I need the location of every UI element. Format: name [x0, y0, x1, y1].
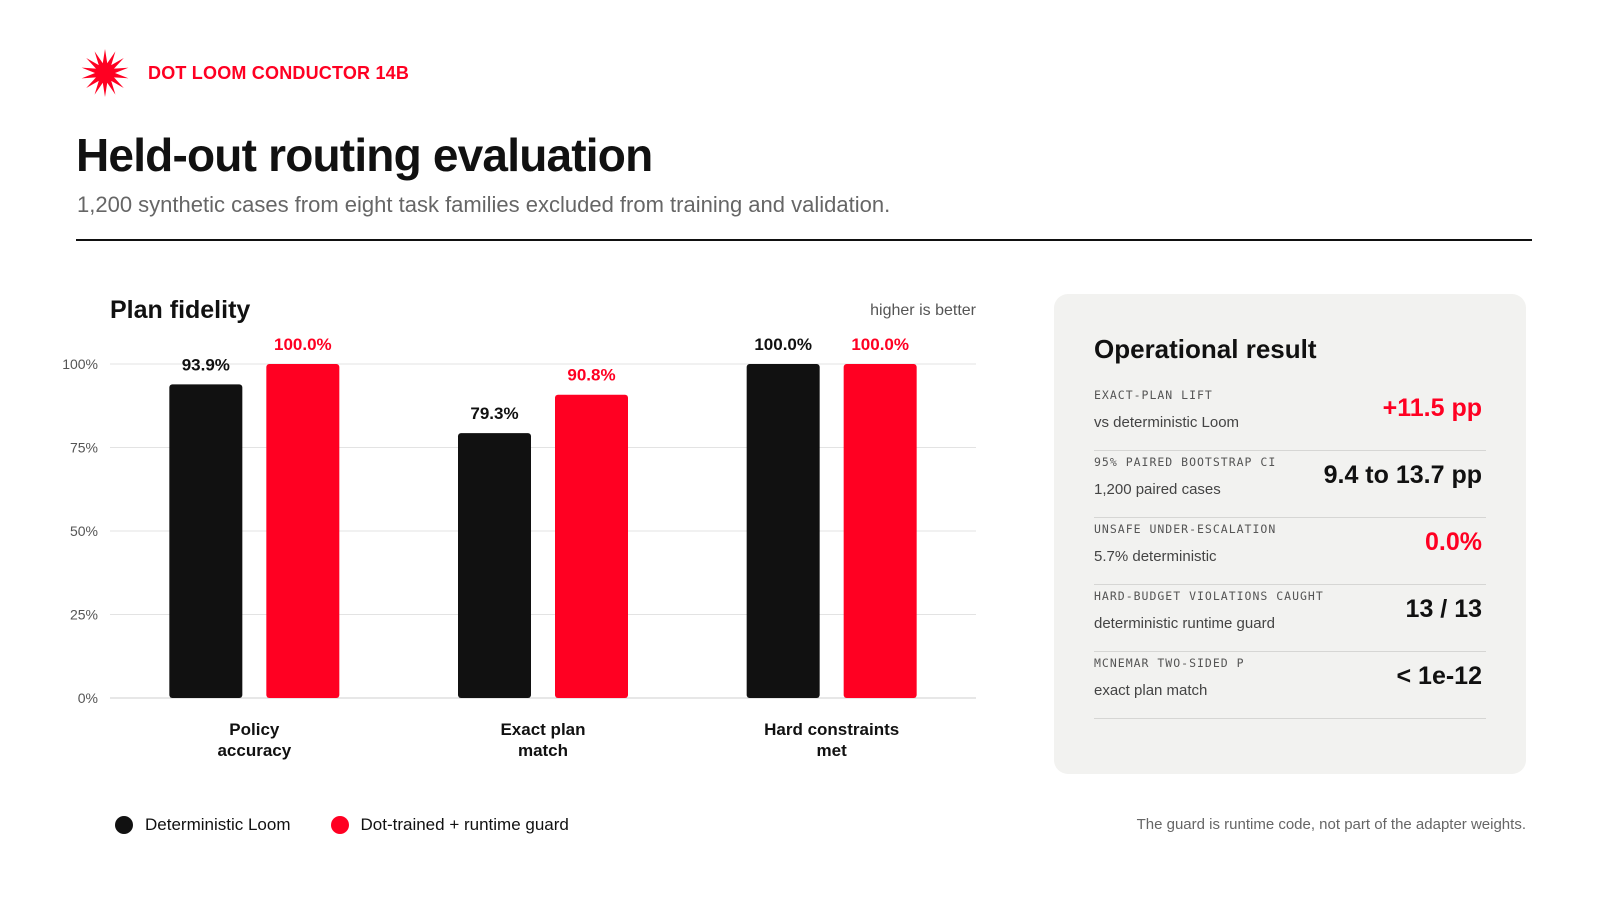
metric-value: 9.4 to 13.7 pp	[1323, 461, 1482, 489]
metric-row: EXACT-PLAN LIFT vs deterministic Loom +1…	[1094, 384, 1486, 451]
metric-description: 5.7% deterministic	[1094, 548, 1217, 565]
chart-legend: Deterministic Loom Dot-trained + runtime…	[115, 815, 609, 835]
starburst-logo-icon	[81, 49, 129, 97]
header-divider	[76, 239, 1532, 241]
page-subtitle: 1,200 synthetic cases from eight task fa…	[77, 192, 891, 217]
panel-title: Operational result	[1094, 334, 1317, 364]
bar-value-label: 100.0%	[754, 335, 812, 354]
metric-label: MCNEMAR TWO-SIDED P	[1094, 656, 1245, 670]
metric-row: MCNEMAR TWO-SIDED P exact plan match < 1…	[1094, 652, 1486, 719]
metric-row: HARD-BUDGET VIOLATIONS CAUGHT determinis…	[1094, 585, 1486, 652]
y-tick-label: 25%	[70, 607, 98, 623]
metric-description: deterministic runtime guard	[1094, 615, 1275, 632]
x-tick-label: Hard constraints	[764, 720, 899, 739]
legend-item-deterministic: Deterministic Loom	[115, 815, 291, 835]
chart-note: higher is better	[870, 302, 976, 319]
operational-result-panel: Operational result EXACT-PLAN LIFT vs de…	[1054, 294, 1526, 774]
bar-value-label: 90.8%	[567, 366, 615, 385]
metric-label: 95% PAIRED BOOTSTRAP CI	[1094, 455, 1277, 469]
metric-row: UNSAFE UNDER-ESCALATION 5.7% determinist…	[1094, 518, 1486, 585]
y-tick-label: 50%	[70, 523, 98, 539]
bar	[169, 384, 243, 698]
bar	[458, 433, 531, 698]
bar	[555, 394, 628, 698]
x-tick-label: Policy	[229, 720, 280, 739]
metric-value: +11.5 pp	[1382, 394, 1482, 422]
bar-chart: 0% 25% 50% 75% 100% 93.9% 100.0% Policy accuracy…	[62, 335, 976, 760]
legend-swatch-red	[330, 816, 349, 834]
metric-row: 95% PAIRED BOOTSTRAP CI 1,200 paired cas…	[1094, 451, 1486, 518]
metric-value: < 1e-12	[1396, 662, 1483, 690]
legend-label: Dot-trained + runtime guard	[360, 815, 569, 834]
x-tick-label: accuracy	[217, 741, 291, 760]
bar	[843, 364, 917, 698]
bar-value-label: 100.0%	[851, 335, 909, 354]
y-tick-label: 100%	[62, 356, 98, 372]
metric-list: EXACT-PLAN LIFT vs deterministic Loom +1…	[1094, 384, 1486, 719]
metric-value: 0.0%	[1425, 528, 1482, 556]
metric-value: 13 / 13	[1405, 595, 1482, 623]
metric-description: 1,200 paired cases	[1094, 481, 1221, 498]
brand: DOT LOOM CONDUCTOR 14B	[80, 48, 409, 98]
metric-label: UNSAFE UNDER-ESCALATION	[1094, 522, 1277, 536]
metric-description: vs deterministic Loom	[1094, 414, 1240, 431]
x-tick-label: Exact plan	[500, 720, 585, 739]
bar	[266, 364, 340, 698]
metric-label: EXACT-PLAN LIFT	[1094, 388, 1213, 402]
y-tick-label: 0%	[78, 690, 98, 706]
bar	[746, 364, 820, 698]
bar-value-label: 100.0%	[274, 335, 332, 354]
brand-name: DOT LOOM CONDUCTOR 14B	[148, 62, 410, 83]
bar-value-label: 93.9%	[182, 355, 230, 374]
metric-label: HARD-BUDGET VIOLATIONS CAUGHT	[1094, 589, 1324, 603]
y-tick-label: 75%	[70, 440, 98, 456]
bar-value-label: 79.3%	[470, 404, 518, 423]
metric-description: exact plan match	[1094, 682, 1208, 699]
legend-swatch-black	[115, 816, 133, 834]
legend-item-dot-trained: Dot-trained + runtime guard	[330, 815, 569, 835]
chart-title: Plan fidelity	[110, 296, 251, 324]
x-tick-label: met	[817, 741, 848, 760]
legend-label: Deterministic Loom	[145, 815, 291, 834]
footnote: The guard is runtime code, not part of t…	[1136, 816, 1526, 833]
page-title: Held-out routing evaluation	[76, 129, 653, 181]
x-tick-label: match	[518, 741, 568, 760]
